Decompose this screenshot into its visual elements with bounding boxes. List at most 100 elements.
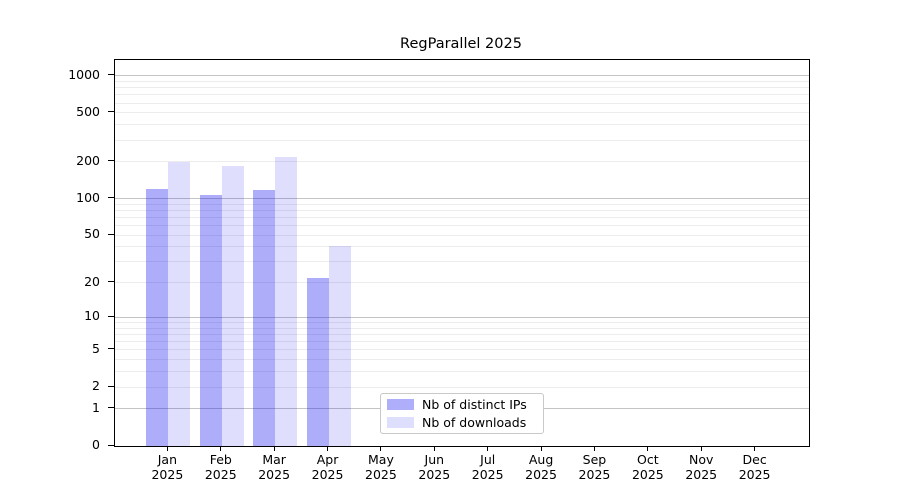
bar-feb-downloads	[221, 165, 244, 446]
x-tick-month: Jul	[480, 452, 496, 467]
legend-entry-downloads: Nb of downloads	[387, 415, 537, 430]
x-tick-month: Oct	[637, 452, 659, 467]
gridline-60	[115, 225, 809, 227]
x-tick-label-jan: Jan 2025	[135, 452, 199, 482]
bar-mar-distinct-ips	[253, 190, 276, 446]
x-tick-label-sep: Sep 2025	[562, 452, 626, 482]
y-tick-mark-100	[108, 197, 114, 199]
x-tick-year: 2025	[525, 467, 557, 482]
y-tick-mark-1	[108, 407, 114, 409]
gridline-20	[115, 282, 809, 284]
x-tick-month: Dec	[742, 452, 767, 467]
gridline-800	[115, 87, 809, 89]
legend: Nb of distinct IPs Nb of downloads	[380, 393, 544, 434]
x-tick-month: Feb	[209, 452, 232, 467]
y-tick-mark-10	[108, 315, 114, 317]
y-tick-mark-1000	[108, 74, 114, 76]
gridline-700	[115, 94, 809, 96]
x-tick-year: 2025	[365, 467, 397, 482]
gridline-90	[115, 203, 809, 205]
y-tick-mark-200	[108, 160, 114, 162]
gridline-70	[115, 217, 809, 219]
gridline-300	[115, 139, 809, 141]
y-tick-label-1: 1	[92, 399, 100, 415]
bar-feb-distinct-ips	[199, 195, 222, 446]
bar-jan-distinct-ips	[146, 188, 169, 446]
x-tick-label-apr: Apr 2025	[296, 452, 360, 482]
gridline-1000	[115, 75, 809, 77]
gridline-40	[115, 246, 809, 248]
bar-apr-distinct-ips	[306, 277, 329, 446]
x-tick-month: Mar	[262, 452, 286, 467]
legend-swatch-distinct-ips	[387, 399, 414, 410]
x-tick-mark-aug	[540, 446, 542, 451]
x-tick-mark-dec	[754, 446, 756, 451]
gridline-100	[115, 198, 809, 200]
x-tick-year: 2025	[738, 467, 771, 482]
x-tick-year: 2025	[578, 467, 611, 482]
x-tick-month: Sep	[582, 452, 607, 467]
x-tick-label-oct: Oct 2025	[616, 452, 680, 482]
x-tick-label-nov: Nov 2025	[669, 452, 733, 482]
y-tick-label-2: 2	[92, 378, 100, 394]
x-tick-year: 2025	[151, 467, 184, 482]
legend-label-downloads: Nb of downloads	[422, 415, 527, 430]
x-tick-label-mar: Mar 2025	[242, 452, 306, 482]
x-tick-label-jun: Jun 2025	[402, 452, 466, 482]
bar-jan-downloads	[168, 162, 191, 446]
gridline-5	[115, 349, 809, 351]
y-tick-label-10: 10	[84, 308, 100, 324]
y-tick-mark-0	[108, 444, 114, 446]
legend-entry-distinct-ips: Nb of distinct IPs	[387, 397, 537, 412]
bar-apr-downloads	[328, 245, 351, 446]
y-tick-label-200: 200	[76, 152, 100, 168]
x-tick-year: 2025	[258, 467, 291, 482]
y-tick-label-50: 50	[84, 226, 100, 242]
y-tick-label-500: 500	[76, 103, 100, 119]
x-tick-label-dec: Dec 2025	[723, 452, 787, 482]
gridline-400	[115, 124, 809, 126]
x-tick-year: 2025	[418, 467, 451, 482]
gridline-200	[115, 161, 809, 163]
gridline-600	[115, 102, 809, 104]
legend-label-distinct-ips: Nb of distinct IPs	[422, 397, 527, 412]
x-tick-label-aug: Aug 2025	[509, 452, 573, 482]
x-tick-mark-oct	[647, 446, 649, 451]
x-tick-mark-feb	[220, 446, 222, 451]
x-tick-label-feb: Feb 2025	[189, 452, 253, 482]
legend-swatch-downloads	[387, 417, 414, 428]
y-tick-label-5: 5	[92, 340, 100, 356]
gridline-80	[115, 209, 809, 211]
gridline-50	[115, 234, 809, 236]
bar-mar-downloads	[275, 156, 298, 446]
x-tick-year: 2025	[471, 467, 504, 482]
x-tick-mark-jun	[433, 446, 435, 451]
x-tick-year: 2025	[685, 467, 718, 482]
gridline-3	[115, 371, 809, 373]
x-tick-label-may: May 2025	[349, 452, 413, 482]
x-tick-month: Jan	[157, 452, 178, 467]
x-tick-mark-may	[380, 446, 382, 451]
y-tick-mark-5	[108, 348, 114, 350]
y-tick-label-0: 0	[92, 437, 100, 452]
x-tick-year: 2025	[204, 467, 237, 482]
x-tick-month: Jun	[424, 452, 445, 467]
x-tick-label-jul: Jul 2025	[456, 452, 520, 482]
y-tick-label-20: 20	[84, 273, 100, 289]
plot-area: Nb of distinct IPs Nb of downloads	[114, 59, 810, 447]
gridline-30	[115, 261, 809, 263]
chart-title: RegParallel 2025	[400, 36, 522, 52]
y-tick-mark-20	[108, 281, 114, 283]
x-tick-mark-jul	[487, 446, 489, 451]
x-tick-mark-jan	[166, 446, 168, 451]
x-tick-year: 2025	[311, 467, 344, 482]
gridline-900	[115, 80, 809, 82]
x-tick-year: 2025	[631, 467, 664, 482]
y-tick-mark-50	[108, 233, 114, 235]
x-tick-mark-apr	[327, 446, 329, 451]
y-tick-label-100: 100	[76, 189, 100, 205]
y-tick-label-1000: 1000	[68, 66, 100, 82]
gridline-9	[115, 322, 809, 324]
gridline-6	[115, 341, 809, 343]
x-tick-month: Apr	[316, 452, 339, 467]
